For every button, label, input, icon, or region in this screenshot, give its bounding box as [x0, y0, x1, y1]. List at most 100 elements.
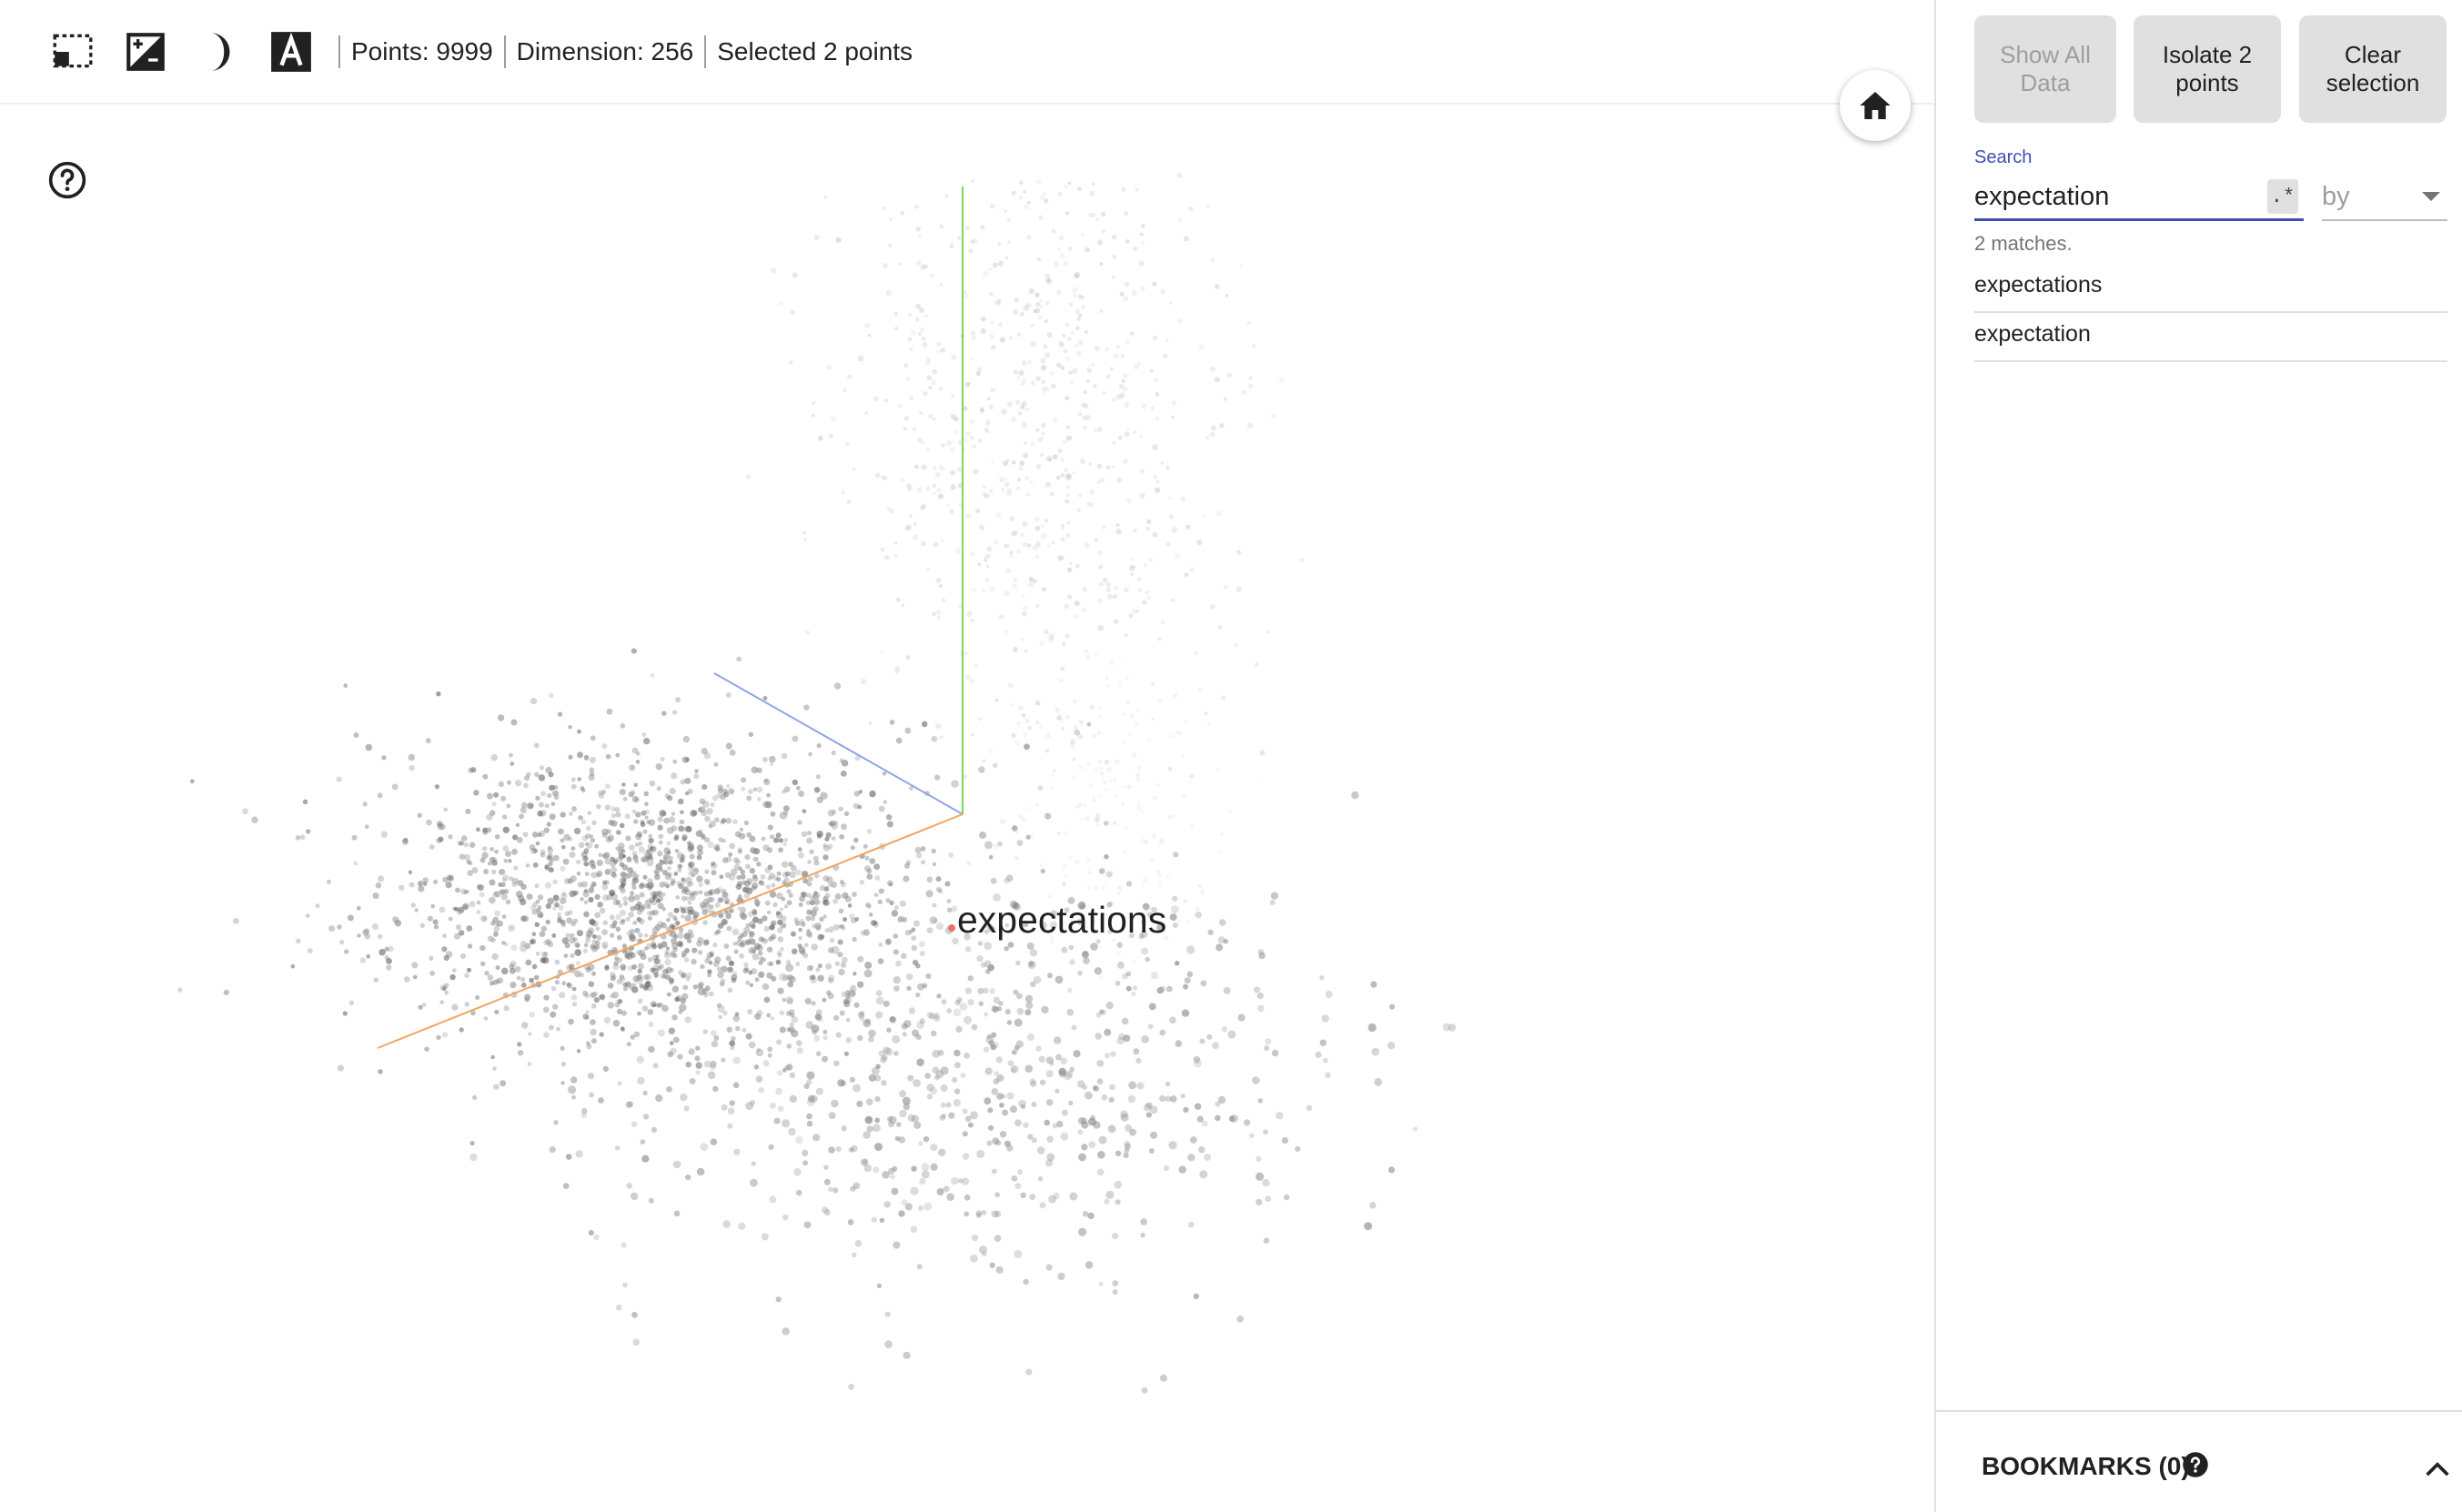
embedding-point [1102, 525, 1105, 529]
embedding-point [1105, 677, 1109, 681]
embedding-point [762, 915, 768, 922]
match-list: expectations expectation [1974, 264, 2447, 362]
embedding-point [874, 875, 881, 881]
embedding-point [223, 989, 229, 995]
embedding-point [634, 903, 641, 911]
embedding-point [1024, 1064, 1034, 1073]
embedding-point [625, 916, 631, 922]
chevron-up-icon[interactable] [2422, 1457, 2453, 1479]
search-input[interactable] [1974, 177, 2265, 216]
embedding-point [779, 973, 787, 982]
embedding-point [969, 678, 975, 684]
embedding-point [508, 859, 512, 863]
embedding-point [1120, 353, 1125, 358]
embedding-point [517, 1042, 522, 1047]
list-item[interactable]: expectations [1974, 264, 2447, 313]
embedding-point [868, 912, 873, 917]
embedding-point [641, 731, 647, 738]
projector-canvas-area[interactable]: Points: 9999 Dimension: 256 Selected 2 p… [0, 0, 1933, 1512]
embedding-point [451, 1003, 459, 1011]
embedding-point [1021, 713, 1026, 718]
embedding-point [1045, 733, 1051, 739]
embedding-point [520, 944, 528, 953]
embedding-point [982, 491, 987, 498]
label-toggle-button[interactable] [255, 15, 328, 88]
embedding-point [970, 551, 975, 556]
embedding-point [827, 882, 832, 888]
embedding-point [631, 795, 639, 803]
embedding-point [1122, 741, 1126, 745]
embedding-point [921, 1170, 930, 1179]
embedding-point [590, 1028, 597, 1036]
embedding-point [752, 856, 758, 862]
embedding-point [778, 847, 783, 853]
embedding-point [1044, 319, 1048, 324]
help-icon[interactable] [47, 160, 87, 200]
embedding-point [782, 805, 790, 811]
embedding-point [626, 1183, 632, 1189]
embedding-point [522, 915, 530, 922]
embedding-point [599, 1032, 604, 1037]
embedding-point [467, 967, 471, 973]
select-region-button[interactable] [36, 15, 109, 88]
embedding-point [544, 882, 552, 889]
embedding-point [1145, 1112, 1152, 1118]
embedding-point [619, 909, 627, 917]
night-mode-button[interactable] [109, 15, 182, 88]
embedding-point [1223, 986, 1231, 994]
embedding-point [1262, 1179, 1270, 1187]
embedding-point [883, 800, 888, 804]
embedding-point [348, 1000, 354, 1006]
embedding-point [1025, 834, 1031, 840]
embedding-point [993, 1078, 1000, 1084]
embedding-point [1096, 1078, 1104, 1085]
search-by-dropdown[interactable]: by [2322, 177, 2447, 221]
embedding-point [1371, 1047, 1380, 1056]
isolate-points-button[interactable]: Isolate 2 points [2134, 15, 2281, 123]
embedding-point [811, 907, 818, 914]
reset-view-button[interactable] [1840, 70, 1911, 141]
embedding-point [610, 914, 615, 921]
embedding-point [713, 1035, 720, 1041]
embedding-point [685, 825, 692, 832]
embedding-point [752, 953, 760, 961]
embedding-point [1137, 361, 1141, 366]
embedding-point [761, 836, 766, 842]
embedding-point [750, 847, 757, 854]
embedding-point [537, 811, 543, 817]
embedding-scatter-plot[interactable] [0, 106, 1933, 1512]
regex-toggle-button[interactable]: .* [2267, 179, 2298, 214]
selected-point[interactable] [948, 924, 955, 932]
embedding-point [852, 892, 857, 897]
embedding-point [1020, 382, 1024, 387]
embedding-point [776, 892, 783, 900]
embedding-point [931, 735, 938, 742]
embedding-point [1058, 235, 1065, 241]
embedding-point [684, 777, 691, 784]
embedding-point [920, 504, 925, 510]
embedding-point [1206, 436, 1210, 440]
embedding-point [993, 893, 1001, 902]
dark-mode-button[interactable] [182, 15, 255, 88]
embedding-point [782, 1327, 790, 1336]
embedding-point [989, 1262, 995, 1268]
embedding-point [455, 924, 462, 931]
embedding-point [1175, 730, 1179, 734]
embedding-point [1188, 1221, 1195, 1228]
embedding-point [776, 927, 783, 933]
embedding-point [1389, 1003, 1395, 1010]
embedding-point [761, 1233, 769, 1241]
help-icon[interactable] [2182, 1451, 2209, 1478]
show-all-data-button[interactable]: Show All Data [1974, 15, 2116, 123]
embedding-point [1088, 1117, 1096, 1126]
embedding-point [1133, 1048, 1140, 1055]
list-item[interactable]: expectation [1974, 313, 2447, 362]
embedding-point [617, 957, 622, 963]
clear-selection-button[interactable]: Clear selection [2299, 15, 2447, 123]
embedding-point [534, 771, 540, 778]
embedding-point [975, 1212, 982, 1218]
bookmarks-panel[interactable]: BOOKMARKS (0) [1936, 1410, 2462, 1512]
embedding-point [726, 692, 732, 698]
embedding-point [1265, 1195, 1272, 1203]
embedding-point [500, 882, 506, 888]
